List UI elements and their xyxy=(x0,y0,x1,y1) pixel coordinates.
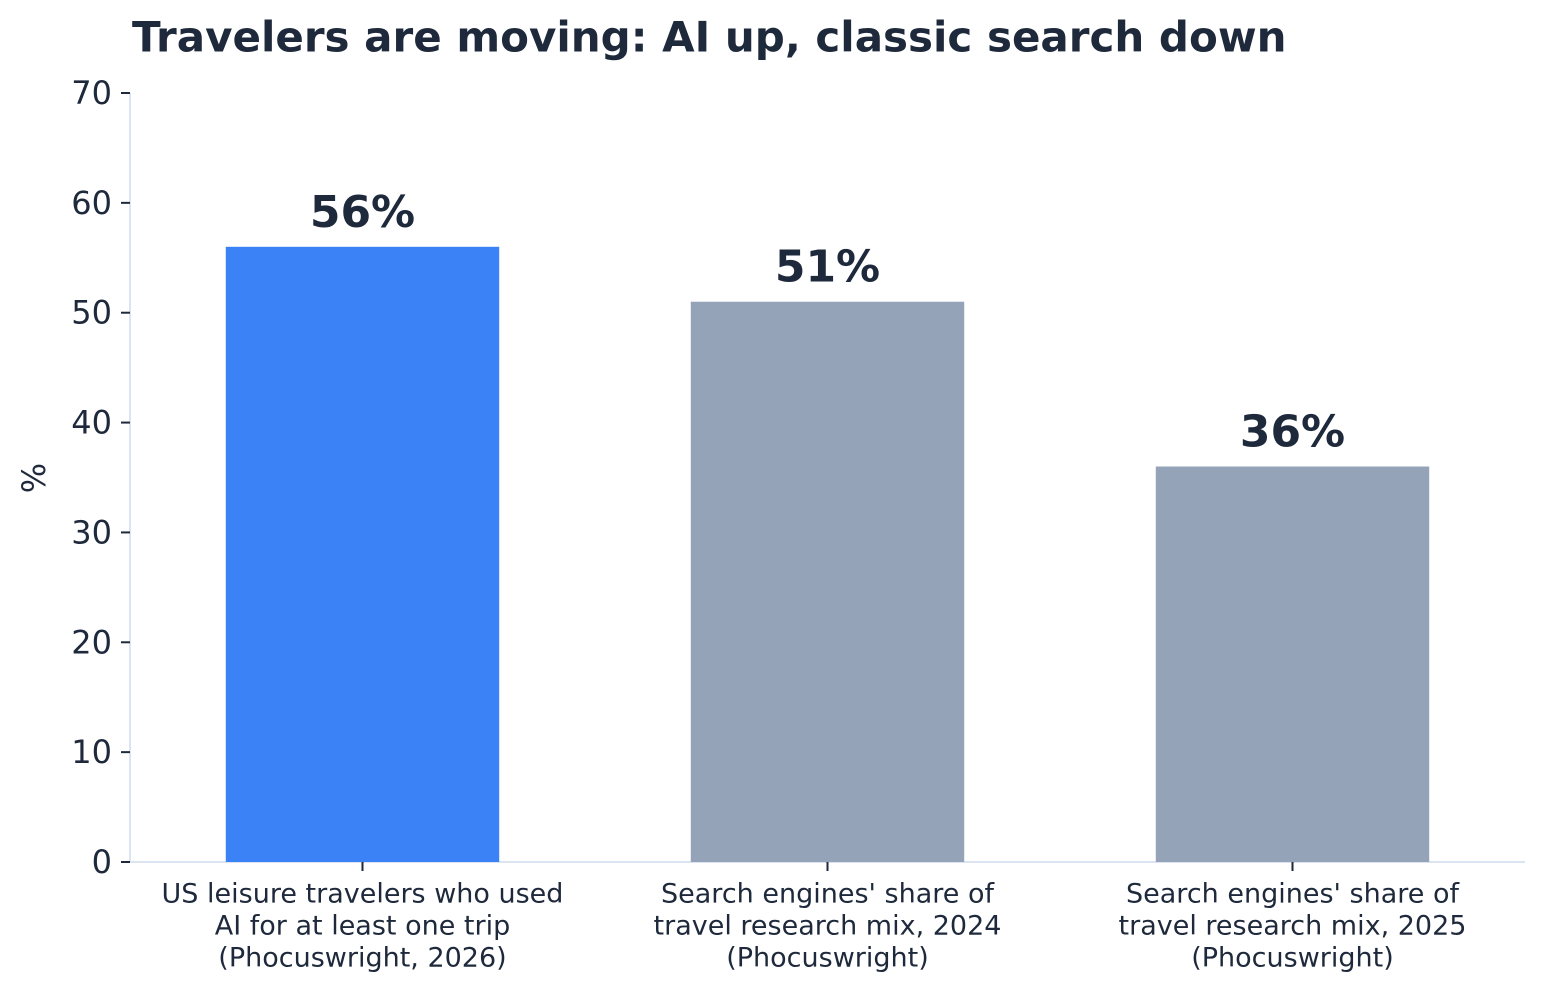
y-tick-label: 70 xyxy=(71,74,112,112)
value-label: 51% xyxy=(775,242,880,293)
y-tick-label: 0 xyxy=(92,843,112,881)
y-tick-label: 50 xyxy=(71,294,112,332)
x-tick-label: (Phocuswright) xyxy=(1191,943,1394,974)
x-tick-label: (Phocuswright, 2026) xyxy=(218,943,506,974)
x-tick-label: US leisure travelers who used xyxy=(162,879,564,910)
value-label: 56% xyxy=(310,187,415,238)
x-tick-label: Search engines' share of xyxy=(1126,879,1460,910)
y-tick-label: 20 xyxy=(71,623,112,661)
y-tick-label: 40 xyxy=(71,404,112,442)
y-tick-label: 10 xyxy=(71,733,112,771)
value-label: 36% xyxy=(1240,407,1345,458)
bar xyxy=(225,246,500,863)
y-tick-label: 60 xyxy=(71,184,112,222)
x-tick-label: AI for at least one trip xyxy=(215,911,510,942)
x-tick-label: travel research mix, 2025 xyxy=(1119,911,1467,942)
bar xyxy=(690,301,965,862)
bar xyxy=(1155,466,1430,862)
x-tick-label: (Phocuswright) xyxy=(726,943,929,974)
x-tick-label: travel research mix, 2024 xyxy=(654,911,1002,942)
chart-title: Travelers are moving: AI up, classic sea… xyxy=(132,13,1287,62)
y-axis-label: % xyxy=(15,463,53,493)
x-tick-label: Search engines' share of xyxy=(661,879,995,910)
y-tick-label: 30 xyxy=(71,513,112,551)
